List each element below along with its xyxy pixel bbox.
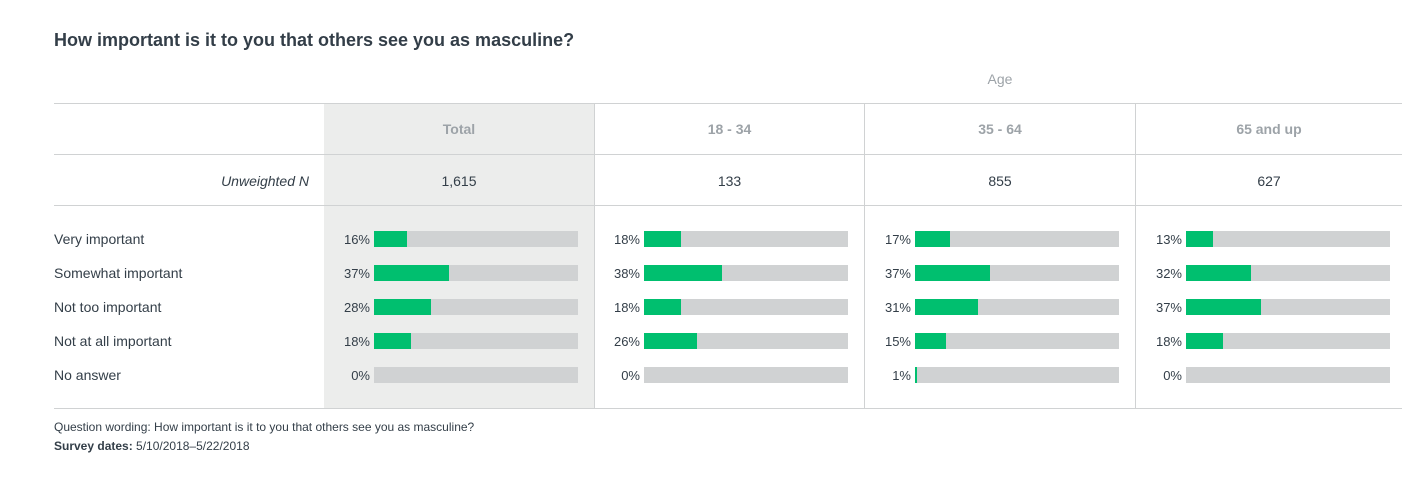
bar-track xyxy=(644,333,848,349)
data-label: 17% xyxy=(884,232,911,247)
bar-track xyxy=(915,231,1119,247)
row-label-very-important: Very important xyxy=(54,231,145,247)
data-label: 15% xyxy=(884,334,911,349)
bar-track xyxy=(644,231,848,247)
data-label: 26% xyxy=(613,334,640,349)
survey-dates: Survey dates: 5/10/2018–5/22/2018 xyxy=(54,439,250,453)
bar xyxy=(374,299,432,315)
data-label: 37% xyxy=(1155,300,1182,315)
bar-track xyxy=(374,265,578,281)
bar xyxy=(915,231,950,247)
column-divider xyxy=(864,103,865,409)
data-label: 0% xyxy=(1163,368,1182,383)
bar-track xyxy=(1186,367,1390,383)
table-divider xyxy=(54,103,1402,104)
data-label: 1% xyxy=(892,368,911,383)
data-label: 31% xyxy=(884,300,911,315)
total-column-background xyxy=(324,104,594,408)
bar-track xyxy=(915,367,1119,383)
n-value-total: 1,615 xyxy=(441,173,477,189)
data-label: 37% xyxy=(884,266,911,281)
chart-title: How important is it to you that others s… xyxy=(54,30,575,50)
bar-track xyxy=(1186,299,1390,315)
bar-track xyxy=(1186,333,1390,349)
data-label: 18% xyxy=(613,232,640,247)
bar-track xyxy=(644,299,848,315)
bar-track xyxy=(374,333,578,349)
column-header-total: Total xyxy=(442,121,476,137)
bar-track xyxy=(374,299,578,315)
data-label: 13% xyxy=(1155,232,1182,247)
row-label-not-at-all-important: Not at all important xyxy=(54,333,172,349)
data-label: 18% xyxy=(343,334,370,349)
column-header-35-64: 35 - 64 xyxy=(978,121,1022,137)
bar-track xyxy=(644,265,848,281)
table-divider xyxy=(54,205,1402,206)
bar xyxy=(374,231,407,247)
n-value-65-up: 627 xyxy=(1257,173,1281,189)
table-divider xyxy=(54,408,1402,409)
column-header-65-up: 65 and up xyxy=(1236,121,1302,137)
bar xyxy=(1186,299,1262,315)
data-label: 16% xyxy=(343,232,370,247)
bar-track xyxy=(374,231,578,247)
data-label: 18% xyxy=(613,300,640,315)
n-value-18-34: 133 xyxy=(717,173,742,189)
data-label: 37% xyxy=(343,266,370,281)
bar xyxy=(915,367,918,383)
bar xyxy=(915,265,991,281)
bar-track xyxy=(644,367,848,383)
bar-track xyxy=(915,265,1119,281)
bar xyxy=(644,231,681,247)
data-label: 32% xyxy=(1155,266,1182,281)
bar-track xyxy=(1186,265,1390,281)
survey-dates-label: Survey dates: xyxy=(54,439,133,453)
data-label: 0% xyxy=(621,368,640,383)
data-label: 18% xyxy=(1155,334,1182,349)
bar xyxy=(915,333,946,349)
bar xyxy=(644,333,698,349)
bar-track xyxy=(915,299,1119,315)
row-label-not-too-important: Not too important xyxy=(54,299,162,315)
bar xyxy=(374,333,411,349)
row-label-somewhat-important: Somewhat important xyxy=(54,265,183,281)
bar-track xyxy=(1186,231,1390,247)
column-header-18-34: 18 - 34 xyxy=(707,121,752,137)
column-divider xyxy=(594,103,595,409)
column-divider xyxy=(1135,103,1136,409)
bar-track xyxy=(374,367,578,383)
survey-dates-value: 5/10/2018–5/22/2018 xyxy=(136,439,250,453)
bar xyxy=(1186,231,1213,247)
age-group-label: Age xyxy=(987,71,1013,87)
bar xyxy=(1186,265,1252,281)
bar xyxy=(915,299,979,315)
table-divider xyxy=(54,154,1402,155)
bar xyxy=(374,265,450,281)
data-label: 0% xyxy=(351,368,370,383)
data-label: 28% xyxy=(343,300,370,315)
unweighted-n-label: Unweighted N xyxy=(221,173,309,189)
n-value-35-64: 855 xyxy=(988,173,1012,189)
bar xyxy=(1186,333,1223,349)
bar-track xyxy=(915,333,1119,349)
question-wording: Question wording: How important is it to… xyxy=(54,420,475,434)
data-label: 38% xyxy=(613,266,640,281)
row-label-no-answer: No answer xyxy=(54,367,121,383)
bar xyxy=(644,265,722,281)
bar xyxy=(644,299,681,315)
